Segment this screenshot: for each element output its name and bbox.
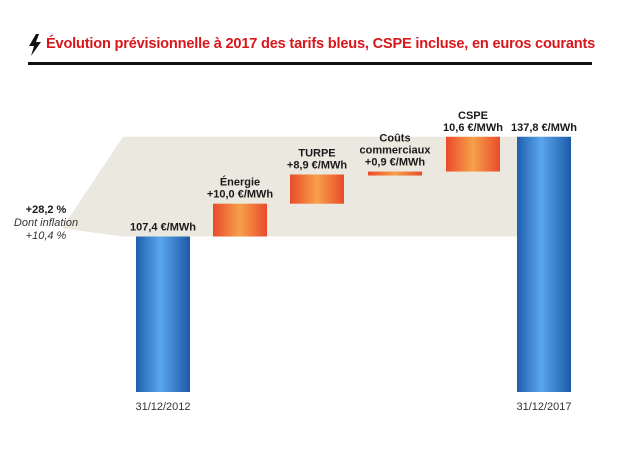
bar-step-3	[368, 171, 422, 176]
name-label-step-2: TURPE	[298, 148, 335, 160]
value-label-step-2: +8,9 €/MWh	[287, 160, 347, 172]
title-rule	[28, 62, 592, 65]
summary-inflation-value: +10,4 %	[26, 230, 67, 242]
value-label-step-1: +10,0 €/MWh	[207, 189, 274, 201]
name-label-step-1: Énergie	[220, 176, 260, 189]
bar-total-2012	[136, 236, 190, 392]
bar-step-4	[446, 136, 500, 172]
value-label-2012: 107,4 €/MWh	[130, 222, 196, 234]
x-label-2012: 31/12/2012	[135, 401, 190, 413]
bar-step-2	[290, 174, 344, 204]
name2-label-step-3: commerciaux	[360, 145, 432, 157]
chart-title: Évolution prévisionnelle à 2017 des tari…	[46, 36, 596, 52]
bar-step-1	[213, 203, 267, 237]
value-label-2017: 137,8 €/MWh	[511, 122, 577, 134]
summary-inflation-label: Dont inflation	[14, 217, 78, 229]
summary-percent: +28,2 %	[26, 204, 67, 216]
title-bar: Évolution prévisionnelle à 2017 des tari…	[28, 34, 596, 66]
x-label-2017: 31/12/2017	[516, 401, 571, 413]
bar-total-2017	[517, 136, 571, 392]
name-label-step-4: CSPE	[458, 110, 488, 122]
lightning-bolt-icon	[29, 34, 41, 56]
name-label-step-3: Coûts	[379, 133, 410, 145]
value-label-step-4: 10,6 €/MWh	[443, 122, 503, 134]
value-label-step-3: +0,9 €/MWh	[365, 157, 425, 169]
